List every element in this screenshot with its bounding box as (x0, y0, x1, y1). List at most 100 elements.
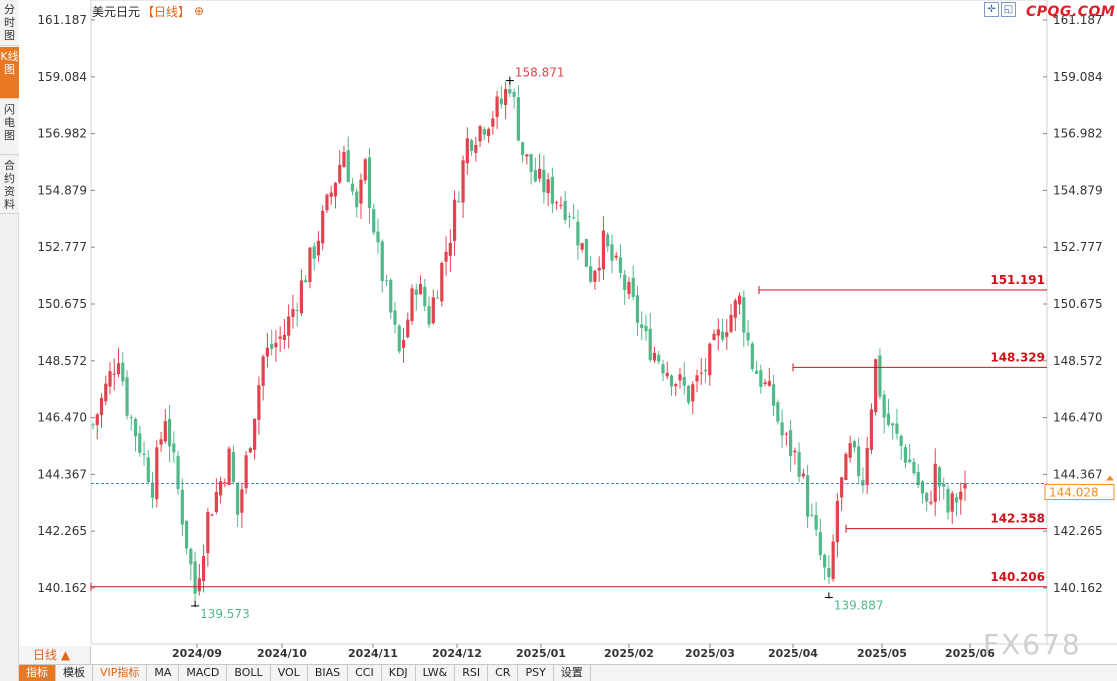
candle-body (891, 423, 895, 426)
candle-body (733, 300, 737, 318)
indicator-tab[interactable]: 设置 (554, 665, 591, 681)
candle-body (801, 473, 805, 477)
plus-circle-icon[interactable]: ⊕ (194, 4, 205, 18)
candle-body (644, 325, 648, 332)
candle-body (457, 201, 461, 203)
candle-body (635, 295, 640, 323)
candle-body (895, 423, 899, 434)
candle-body (576, 221, 580, 246)
indicator-tab[interactable]: KDJ (382, 665, 416, 681)
candle-body (572, 217, 576, 219)
period-selector[interactable]: 日线 ▲ (19, 646, 91, 664)
candle-body (304, 280, 308, 283)
x-tick-label: 2024/11 (348, 647, 398, 660)
candle-body (771, 384, 776, 406)
crosshair-icon[interactable]: ✛ (984, 2, 999, 17)
low-label: 139.887 (834, 598, 884, 612)
x-tick-label: 2025/05 (857, 647, 907, 660)
candle-body (742, 297, 746, 333)
candle-body (533, 170, 537, 182)
candle-body (410, 288, 414, 321)
candle-body (172, 443, 176, 453)
indicator-tab[interactable]: BIAS (308, 665, 349, 681)
candlestick-chart[interactable]: 161.187 161.187 159.084 159.084 156.982 156.9… (0, 0, 1117, 664)
candle-body (669, 375, 674, 387)
indicator-tab[interactable]: MACD (179, 665, 228, 681)
indicator-tab[interactable]: 指标 (19, 665, 56, 681)
candle-body (852, 441, 857, 448)
candle-body (597, 267, 601, 271)
tab-kline-chart[interactable]: K线图 (0, 47, 19, 99)
indicator-tab[interactable]: RSI (455, 665, 489, 681)
tab-time-chart[interactable]: 分时图 (0, 0, 19, 46)
candle-body (491, 118, 495, 127)
candle-body (448, 242, 452, 256)
candle-body (244, 455, 248, 489)
candle-body (861, 479, 865, 486)
candle-body (389, 280, 393, 313)
indicator-tab[interactable]: VOL (271, 665, 308, 681)
candle-body (640, 324, 644, 328)
candle-body (857, 446, 861, 477)
candle-body (882, 394, 886, 418)
candle-body (401, 340, 406, 348)
candle-body (963, 483, 967, 489)
candle-body (495, 96, 499, 118)
y-tick-label-left: 140.162 (37, 581, 87, 595)
candle-body (538, 168, 542, 179)
x-tick-label: 2024/09 (172, 647, 222, 660)
candle-body (848, 443, 852, 458)
watermark: FX678 (983, 628, 1082, 661)
candle-body (299, 280, 304, 314)
candle-body (427, 306, 431, 325)
candle-body (695, 375, 699, 382)
candle-body (703, 369, 708, 372)
indicator-tab[interactable]: LW& (416, 665, 456, 681)
indicator-tab[interactable]: CCI (348, 665, 382, 681)
indicator-tab[interactable]: CR (488, 665, 519, 681)
candle-body (546, 179, 550, 194)
candle-body (776, 402, 780, 422)
candle-body (840, 477, 844, 498)
chart-title: 美元日元 【日线】 ⊕ (92, 3, 204, 19)
candle-body (593, 271, 597, 282)
candle-body (486, 129, 491, 137)
candle-body (452, 199, 457, 241)
candle-body (112, 373, 116, 375)
indicator-tab[interactable]: 模板 (56, 665, 93, 681)
candle-body (201, 556, 206, 582)
candle-body (580, 243, 584, 250)
candle-body (699, 372, 703, 374)
candle-body (920, 481, 925, 494)
candle-body (925, 492, 929, 502)
candle-body (767, 381, 771, 386)
x-tick-label: 2025/04 (768, 647, 818, 660)
indicator-tab[interactable]: VIP指标 (93, 665, 148, 681)
candle-body (959, 491, 963, 500)
candle-body (874, 359, 878, 413)
indicator-tab[interactable]: BOLL (227, 665, 271, 681)
candle-body (150, 482, 155, 498)
y-tick-label-left: 150.675 (37, 297, 87, 311)
candle-body (329, 192, 333, 197)
candle-body (831, 541, 835, 580)
candle-body (729, 314, 733, 332)
indicator-tab[interactable]: MA (147, 665, 180, 681)
candle-body (95, 414, 99, 426)
tab-contract-info[interactable]: 合约资料 (0, 156, 19, 214)
brand-logo: CPQG.COM (1026, 4, 1116, 20)
candle-body (236, 482, 240, 515)
candle-body (372, 209, 376, 233)
candle-body (835, 500, 839, 543)
candle-body (231, 452, 235, 482)
candle-body (933, 463, 937, 502)
restore-icon[interactable]: ◱ (1001, 2, 1016, 17)
candle-body (499, 98, 503, 105)
candle-body (878, 355, 882, 397)
candle-body (240, 489, 244, 513)
candle-body (610, 244, 614, 261)
candle-body (550, 176, 554, 204)
tab-flash-chart[interactable]: 闪电图 (0, 100, 19, 155)
indicator-tab[interactable]: PSY (518, 665, 554, 681)
y-tick-label-left: 159.084 (37, 70, 87, 84)
